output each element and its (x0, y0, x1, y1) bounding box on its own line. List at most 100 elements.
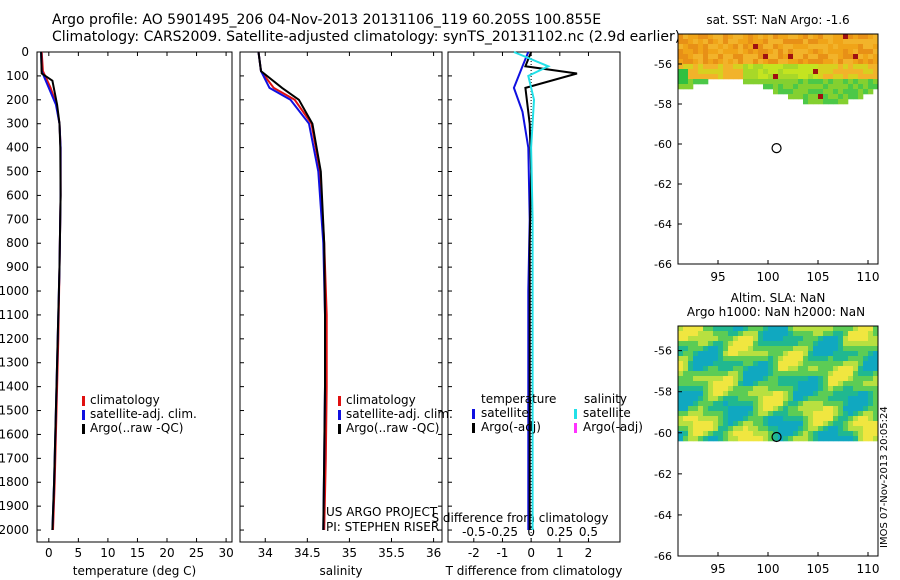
sst-cell (693, 64, 699, 70)
sla-cell (678, 381, 684, 387)
sla-cell (768, 371, 774, 377)
sla-cell (858, 396, 864, 402)
sla-cell (733, 401, 739, 407)
sla-cell (813, 431, 819, 437)
sla-heatmap-cells (678, 326, 879, 442)
sla-cell (778, 401, 784, 407)
sla_map-ytick-label: -60 (654, 427, 672, 440)
sla-cell (803, 426, 809, 432)
sla-cell (853, 396, 859, 402)
sst-cell (683, 64, 689, 70)
sst-cell (868, 84, 874, 90)
sla-cell (713, 361, 719, 367)
sla-cell (848, 326, 854, 332)
sla-cell (853, 386, 859, 392)
salinity-legend-swatch (338, 396, 341, 406)
sla-cell (863, 361, 869, 367)
sla-cell (773, 401, 779, 407)
sst-cell (678, 79, 684, 85)
sst-cell (828, 79, 834, 85)
sla-cell (733, 326, 739, 332)
sla-cell (793, 401, 799, 407)
sla-cell (753, 346, 759, 352)
sst-cell (713, 69, 719, 75)
sst-cell (843, 84, 849, 90)
sla-cell (728, 421, 734, 427)
sla-cell (703, 351, 709, 357)
sla-cell (828, 401, 834, 407)
sla-cell (708, 326, 714, 332)
sla-cell (718, 341, 724, 347)
sla-cell (798, 326, 804, 332)
sla-cell (723, 386, 729, 392)
sla-cell (683, 371, 689, 377)
sst-cell (813, 64, 819, 70)
sla-cell (763, 426, 769, 432)
sla-cell (873, 351, 879, 357)
sla-cell (733, 416, 739, 422)
sla-cell (823, 376, 829, 382)
sst-cell (863, 79, 869, 85)
sla-cell (748, 361, 754, 367)
sst-cell (713, 39, 719, 45)
sst-cell (823, 49, 829, 55)
sla-cell (868, 336, 874, 342)
sla-cell (818, 406, 824, 412)
sst-cell (863, 84, 869, 90)
sst-cell (723, 44, 729, 50)
sla-cell (853, 326, 859, 332)
sst-cell (833, 69, 839, 75)
sla-cell (723, 366, 729, 372)
sla-cell (858, 406, 864, 412)
sla-cell (873, 416, 879, 422)
sla-cell (778, 406, 784, 412)
sst-cell (718, 59, 724, 65)
sla-cell (753, 386, 759, 392)
sst-cell (793, 54, 799, 60)
sst-cell (758, 54, 764, 60)
sla-cell (783, 326, 789, 332)
sla-cell (698, 326, 704, 332)
sst-cell (853, 84, 859, 90)
sla-cell (858, 366, 864, 372)
sla-cell (718, 431, 724, 437)
sla-cell (718, 401, 724, 407)
sla-cell (713, 401, 719, 407)
sla-cell (683, 416, 689, 422)
sla-cell (848, 411, 854, 417)
sla-cell (723, 401, 729, 407)
sla-cell (818, 361, 824, 367)
sst-cell (778, 44, 784, 50)
sla-cell (738, 351, 744, 357)
sla-cell (783, 391, 789, 397)
sst-cell (783, 44, 789, 50)
sla-cell (793, 411, 799, 417)
sla-cell (713, 416, 719, 422)
sla-cell (863, 381, 869, 387)
sla-cell (773, 356, 779, 362)
sla-cell (723, 371, 729, 377)
sla-cell (698, 416, 704, 422)
sst-cell (813, 94, 819, 100)
sla-cell (858, 426, 864, 432)
sla_map-ytick-label: -64 (654, 509, 672, 522)
sla-cell (748, 401, 754, 407)
sst-cell (743, 54, 749, 60)
sla-cell (798, 361, 804, 367)
sla-cell (803, 416, 809, 422)
sst-cell (773, 64, 779, 70)
sst_map-ytick-label: -62 (654, 178, 672, 191)
sla-cell (818, 401, 824, 407)
sla-cell (688, 331, 694, 337)
sla-cell (788, 381, 794, 387)
sla-cell (743, 421, 749, 427)
sla-cell (678, 326, 684, 332)
sst-cell (778, 54, 784, 60)
sla-cell (813, 326, 819, 332)
sst-cell (858, 49, 864, 55)
sla-cell (768, 351, 774, 357)
sla-cell (733, 426, 739, 432)
sla-cell (743, 356, 749, 362)
sla-cell (833, 371, 839, 377)
sst-cell (858, 64, 864, 70)
